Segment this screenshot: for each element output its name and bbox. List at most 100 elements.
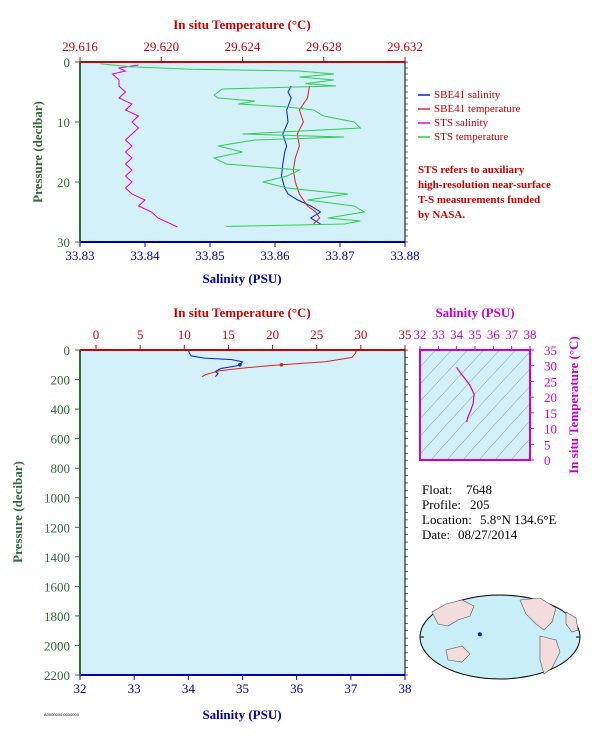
upper-series-sbe41-salinity (280, 85, 322, 225)
upper-sal-tick-label: 33.85 (195, 248, 224, 263)
ts-density-contour (524, 335, 601, 500)
upper-pres-tick-label: 30 (57, 235, 70, 250)
ts-diagram: Salinity (PSU) In situ Temperature (°C) … (414, 305, 601, 500)
float-location-marker (477, 632, 482, 637)
upper-sal-tick-label: 33.83 (65, 248, 94, 263)
lower-pres-tick-label: 1600 (44, 579, 70, 594)
lower-pres-tick-label: 600 (51, 432, 71, 447)
ts-density-contours (420, 335, 601, 500)
ts-density-contour (420, 350, 453, 385)
lower-sal-tick-label: 32 (74, 681, 87, 696)
ts-sal-tick-label: 32 (414, 327, 427, 342)
ts-temp-tick-label: 35 (544, 343, 557, 358)
map-europe-africa-edge (565, 611, 579, 633)
lower-pres-tick-label: 400 (51, 402, 71, 417)
note-line-3: T-S measurements funded (418, 194, 540, 206)
upper-sal-tick-label: 33.84 (130, 248, 160, 263)
upper-temp-tick-label: 29.628 (306, 39, 342, 54)
note-line-4: by NASA. (418, 209, 465, 221)
upper-sal-tick-label: 33.87 (325, 248, 355, 263)
location-value: 5.8°N 134.6°E (480, 512, 557, 527)
ts-temp-tick-label: 0 (544, 453, 551, 468)
map-asia (431, 599, 475, 627)
upper-series-sts-salinity (111, 64, 178, 228)
note-line-2: high-resolution near-surface (418, 179, 551, 191)
lower-pres-tick-label: 2200 (44, 668, 70, 683)
ts-sal-tick-label: 38 (524, 327, 537, 342)
lower-series-marker (279, 362, 284, 367)
upper-temp-tick-label: 29.620 (143, 39, 179, 54)
map-australia (445, 645, 471, 663)
ts-profile-line (456, 367, 475, 423)
legend-item-label: STS temperature (434, 131, 508, 143)
upper-pres-tick-label: 10 (57, 115, 70, 130)
legend-item-label: SBE41 temperature (434, 103, 521, 115)
sts-note: STS refers to auxiliary high-resolution … (418, 164, 551, 221)
lower-pres-tick-label: 1200 (44, 520, 70, 535)
lower-sal-tick-label: 36 (290, 681, 304, 696)
upper-axis-ticks: 29.616 29.620 29.624 29.628 29.632 33.83 33.84… (57, 39, 423, 263)
ts-density-contour (420, 350, 517, 455)
upper-pres-tick-label: 0 (64, 55, 71, 70)
upper-temp-tick-label: 29.632 (387, 39, 423, 54)
upper-bottom-axis-label: Salinity (PSU) (202, 271, 281, 286)
lower-chart: In situ Temperature (°C) Salinity (PSU) … (10, 305, 412, 722)
map-north-america (519, 597, 557, 631)
upper-sal-tick-label: 33.88 (390, 248, 419, 263)
lower-series-marker (237, 362, 242, 367)
ts-top-axis-label: Salinity (PSU) (435, 305, 514, 320)
lower-pres-tick-label: 0 (64, 343, 71, 358)
date-label: Date: (422, 527, 450, 542)
float-label: Float: (422, 482, 452, 497)
lower-pres-tick-label: 1800 (44, 609, 70, 624)
ts-temp-tick-label: 25 (544, 374, 557, 389)
map-land (431, 597, 579, 675)
ts-sal-tick-label: 34 (450, 327, 464, 342)
lower-temp-tick-label: 25 (310, 327, 323, 342)
world-map (419, 594, 581, 680)
ts-temp-tick-label: 30 (544, 359, 557, 374)
ts-temp-tick-label: 15 (544, 406, 557, 421)
lower-temp-tick-label: 20 (266, 327, 279, 342)
lower-bottom-axis-label: Salinity (PSU) (202, 707, 281, 722)
footer-code: A0000000 0000000 (44, 712, 80, 717)
lower-temp-tick-label: 10 (178, 327, 191, 342)
date-value: 08/27/2014 (458, 527, 518, 542)
lower-temp-tick-label: 5 (137, 327, 144, 342)
upper-left-axis-label: Pressure (decibar) (30, 101, 45, 203)
ts-sal-tick-label: 33 (432, 327, 445, 342)
note-line-1: STS refers to auxiliary (418, 164, 525, 176)
ts-temp-tick-label: 10 (544, 422, 557, 437)
lower-series (187, 349, 357, 378)
lower-temp-tick-label: 0 (93, 327, 100, 342)
ts-plot-frame (419, 349, 531, 461)
lower-pres-tick-label: 200 (51, 373, 71, 388)
lower-pres-tick-label: 1000 (44, 491, 70, 506)
upper-temp-tick-label: 29.616 (62, 39, 98, 54)
ts-sal-tick-label: 37 (505, 327, 519, 342)
legend-item-label: STS salinity (434, 117, 489, 129)
ts-density-contour (420, 350, 485, 420)
lower-sal-tick-label: 38 (399, 681, 412, 696)
legend: SBE41 salinity SBE41 temperature STS salin… (418, 89, 521, 143)
float-info: Float: 7648 Profile: 205 Location: 5.8°N… (422, 482, 557, 542)
ts-plot-background (420, 350, 530, 460)
lower-temp-tick-label: 30 (354, 327, 367, 342)
ts-density-contour (494, 420, 530, 460)
lower-plot-background (80, 350, 405, 675)
map-south-america (539, 635, 561, 675)
lower-temp-tick-label: 15 (222, 327, 235, 342)
ts-density-contour (420, 350, 469, 402)
legend-item-label: SBE41 salinity (434, 89, 501, 101)
float-value: 7648 (466, 482, 492, 497)
upper-series-sts-temperature (100, 63, 366, 227)
location-label: Location: (422, 512, 472, 527)
lower-temp-tick-label: 35 (399, 327, 412, 342)
ts-density-contour (462, 385, 530, 460)
upper-chart: In situ Temperature (°C) Salinity (PSU) … (30, 17, 423, 286)
profile-label: Profile: (422, 497, 461, 512)
ts-right-axis-label: In situ Temperature (°C) (566, 336, 581, 474)
lower-sal-tick-label: 33 (128, 681, 141, 696)
